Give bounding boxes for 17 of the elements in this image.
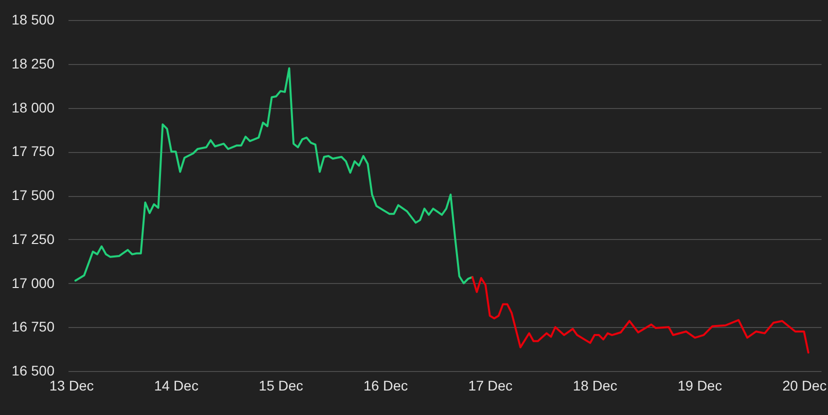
x-tick-label: 18 Dec xyxy=(572,378,618,394)
x-tick-label: 20 Dec xyxy=(782,378,827,394)
x-tick-label: 19 Dec xyxy=(678,378,722,394)
x-tick-label: 13 Dec xyxy=(49,378,94,394)
y-tick-label: 16 500 xyxy=(12,362,55,378)
y-tick-label: 17 750 xyxy=(12,143,55,160)
y-tick-label: 17 250 xyxy=(12,230,55,247)
y-tick-label: 16 750 xyxy=(12,318,55,335)
y-tick-label: 18 000 xyxy=(12,99,55,116)
x-tick-label: 16 Dec xyxy=(363,378,408,394)
y-tick-label: 17 500 xyxy=(12,187,55,203)
y-tick-label: 17 000 xyxy=(12,274,55,291)
y-tick-label: 18 500 xyxy=(12,12,55,28)
x-tick-label: 17 Dec xyxy=(468,378,513,394)
y-tick-label: 18 250 xyxy=(12,55,55,72)
x-tick-label: 15 Dec xyxy=(258,378,304,394)
x-tick-label: 14 Dec xyxy=(154,378,198,394)
